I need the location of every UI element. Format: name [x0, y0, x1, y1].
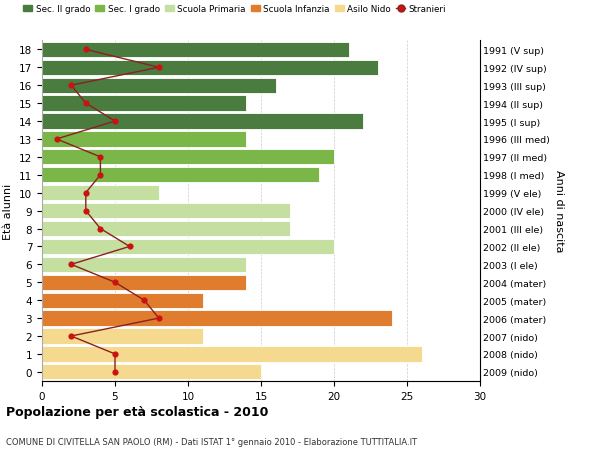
Text: Popolazione per età scolastica - 2010: Popolazione per età scolastica - 2010	[6, 405, 268, 419]
Point	[154, 64, 164, 72]
Bar	[42, 257, 247, 272]
Point	[81, 100, 91, 107]
Bar	[42, 132, 247, 147]
Bar	[42, 150, 334, 165]
Bar	[42, 203, 290, 219]
Point	[52, 136, 61, 143]
Point	[154, 315, 164, 322]
Text: COMUNE DI CIVITELLA SAN PAOLO (RM) - Dati ISTAT 1° gennaio 2010 - Elaborazione T: COMUNE DI CIVITELLA SAN PAOLO (RM) - Dat…	[6, 437, 417, 446]
Point	[81, 190, 91, 197]
Bar	[42, 43, 349, 58]
Bar	[42, 78, 275, 94]
Point	[81, 207, 91, 215]
Point	[67, 261, 76, 269]
Bar	[42, 275, 247, 290]
Legend: Sec. II grado, Sec. I grado, Scuola Primaria, Scuola Infanzia, Asilo Nido, Stran: Sec. II grado, Sec. I grado, Scuola Prim…	[20, 1, 449, 17]
Point	[95, 154, 105, 161]
Y-axis label: Età alunni: Età alunni	[4, 183, 13, 239]
Point	[110, 351, 120, 358]
Bar	[42, 347, 422, 362]
Point	[95, 172, 105, 179]
Point	[81, 46, 91, 54]
Bar	[42, 293, 203, 308]
Bar	[42, 329, 203, 344]
Bar	[42, 168, 319, 183]
Bar	[42, 364, 261, 380]
Point	[125, 243, 134, 251]
Bar	[42, 61, 378, 76]
Bar	[42, 221, 290, 237]
Bar	[42, 239, 334, 254]
Y-axis label: Anni di nascita: Anni di nascita	[554, 170, 563, 252]
Bar	[42, 311, 392, 326]
Point	[110, 369, 120, 376]
Point	[110, 118, 120, 125]
Bar	[42, 96, 247, 112]
Point	[139, 297, 149, 304]
Bar	[42, 185, 159, 201]
Point	[110, 279, 120, 286]
Point	[67, 333, 76, 340]
Bar	[42, 114, 363, 129]
Point	[95, 225, 105, 233]
Point	[67, 82, 76, 90]
